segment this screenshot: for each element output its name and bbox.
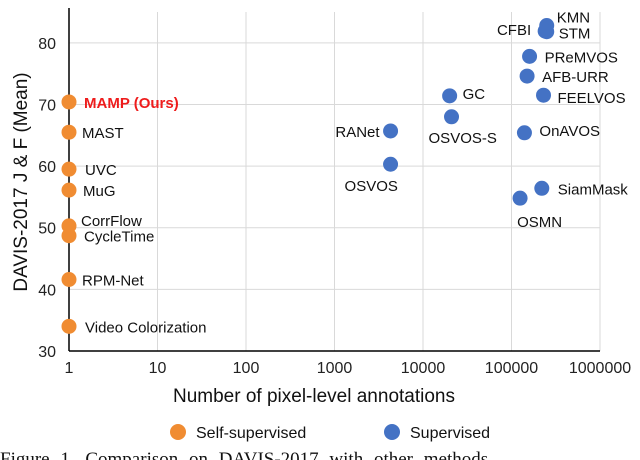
- point-label: RPM-Net: [82, 273, 145, 290]
- point-label: OSVOS: [345, 178, 398, 195]
- axes: [68, 8, 600, 352]
- x-tick-label: 1: [65, 360, 74, 377]
- legend-marker: [384, 424, 400, 440]
- data-point: [61, 161, 77, 177]
- y-tick-label: 50: [38, 221, 56, 238]
- data-point: [61, 228, 77, 244]
- data-point: [512, 190, 528, 206]
- y-axis-title: DAVIS-2017 J & F (Mean): [11, 72, 32, 291]
- y-tick-label: 80: [38, 36, 56, 53]
- point-label: MuG: [83, 183, 116, 200]
- point-label: UVC: [85, 162, 117, 179]
- point-label: CFBI: [497, 22, 531, 39]
- point-label: GC: [463, 86, 486, 103]
- x-tick-label: 1000: [317, 360, 353, 377]
- data-point: [61, 182, 77, 198]
- point-label: RANet: [335, 124, 380, 141]
- data-point: [519, 68, 535, 84]
- point-label: SiamMask: [558, 181, 629, 198]
- data-point: [61, 124, 77, 140]
- x-tick-label: 10: [149, 360, 167, 377]
- data-point: [61, 272, 77, 288]
- data-point: [534, 180, 550, 196]
- y-tick-label: 30: [38, 344, 56, 361]
- x-tick-label: 1000000: [569, 360, 631, 377]
- legend: Self-supervised Supervised: [170, 424, 490, 442]
- point-label: KMN: [557, 10, 590, 27]
- data-point: [442, 88, 458, 104]
- point-label: PReMVOS: [545, 49, 618, 66]
- point-label: OSMN: [517, 214, 562, 231]
- point-label: OSVOS-S: [429, 130, 497, 147]
- point-label: CycleTime: [84, 229, 154, 246]
- point-label: FEELVOS: [558, 90, 626, 107]
- y-tick-label: 60: [38, 159, 56, 176]
- x-tick-label: 10000: [401, 360, 446, 377]
- y-tick-label: 40: [38, 282, 56, 299]
- legend-label: Supervised: [410, 425, 490, 442]
- data-point: [444, 109, 460, 125]
- point-label: CorrFlow: [81, 213, 142, 230]
- data-point: [522, 48, 538, 64]
- point-label: STM: [559, 26, 591, 43]
- grid: [68, 12, 601, 352]
- data-point: [383, 156, 399, 172]
- data-point: [539, 24, 555, 40]
- figure-caption: Figure 1. Comparison on DAVIS-2017 with …: [0, 449, 489, 460]
- data-point: [383, 123, 399, 139]
- point-label: AFB-URR: [542, 69, 609, 86]
- x-axis-title: Number of pixel-level annotations: [173, 386, 455, 407]
- tick-labels: 30 40 50 60 70 80 1 10 100 1000 10000 100000 1000000: [38, 36, 631, 377]
- point-label: MAST: [82, 125, 124, 142]
- point-label: OnAVOS: [539, 123, 600, 140]
- legend-marker: [170, 424, 186, 440]
- x-tick-label: 100000: [485, 360, 538, 377]
- x-tick-label: 100: [233, 360, 260, 377]
- data-point: [61, 318, 77, 334]
- point-label: Video Colorization: [85, 319, 206, 336]
- y-tick-label: 70: [38, 97, 56, 114]
- data-point: [536, 87, 552, 103]
- data-point: [61, 94, 77, 110]
- legend-label: Self-supervised: [196, 425, 306, 442]
- data-point: [516, 125, 532, 141]
- point-label: MAMP (Ours): [84, 95, 179, 112]
- data-points: [61, 18, 555, 334]
